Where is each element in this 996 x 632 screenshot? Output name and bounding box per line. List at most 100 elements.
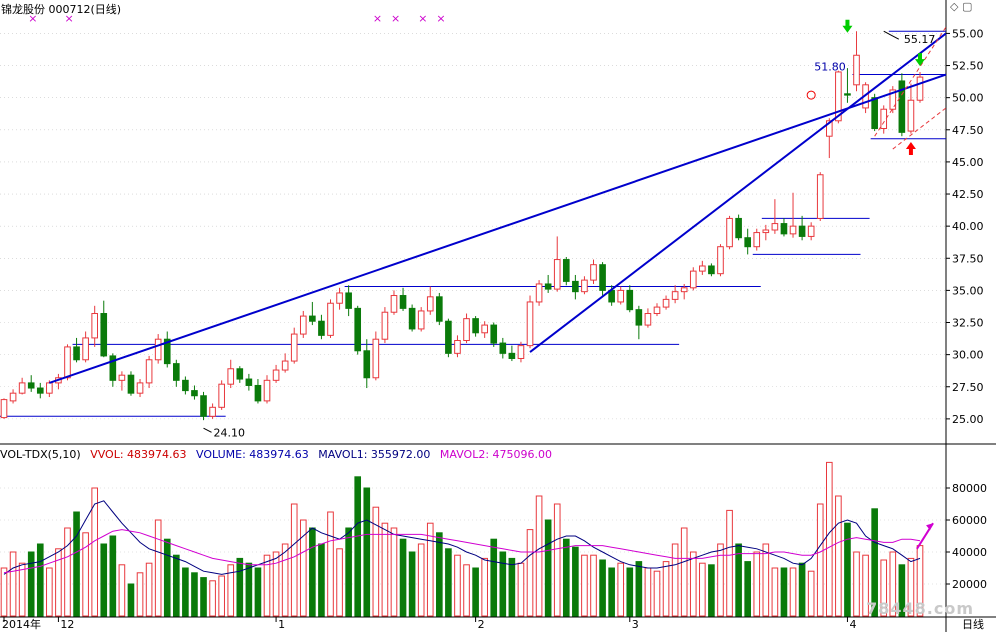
volume-bar [825,461,833,617]
candle-body [916,76,924,101]
volume-bar [644,567,652,617]
volume-bar [726,509,733,617]
price-tick-label: 52.50 [952,60,984,73]
candle-body [454,339,461,354]
candle-body [644,313,652,326]
volume-bar [173,554,180,617]
sell-signal-arrow [842,19,853,33]
volume-bar [191,572,198,617]
volume-bar [145,562,153,617]
annotation-markers: 55.17 51.80 24.10 × × × × × × [28,12,935,550]
volume-bar [127,583,135,617]
candle-body [463,318,470,341]
volume-bar [490,538,498,617]
candle-body [789,225,797,235]
candle-body [436,296,443,322]
volume-bar [345,527,352,617]
candle-body [263,379,271,402]
vol-indicator-name: VOL-TDX(5,10) [0,448,81,461]
mavol2-line [3,529,921,574]
candle-body [290,333,298,362]
candle-body [689,270,697,289]
volume-bar [744,561,751,617]
candle-body [472,318,479,334]
candle-body [535,283,543,303]
candle-body [381,311,389,340]
price-tick-label: 32.50 [952,317,984,330]
volume-bar [535,495,543,617]
candle-body [363,350,371,379]
candle-body [118,374,126,381]
date-label: 1 [278,618,285,631]
volume-bar [871,508,878,617]
price-axis-labels: 55.00 52.50 50.00 47.50 45.00 42.50 40.00 37.50… [946,27,984,426]
volume-bar [136,572,144,617]
channel-line [874,26,947,137]
volume-bar [880,559,888,617]
candle-body [445,320,452,354]
price-tick-label: 25.00 [952,413,984,426]
volume-bar [708,564,715,617]
volume-bar [55,548,62,617]
candle-body [27,382,35,389]
volume-tick-label: 20000 [952,578,987,591]
volume-bar [771,567,779,617]
candle-body [744,237,751,248]
volume-bar [798,562,806,617]
volume-bar [218,575,225,617]
candle-body [145,359,153,384]
volume-value: VOLUME: 483974.63 [196,448,309,461]
volume-bar [717,543,724,617]
volume-axis-labels: 80000 60000 40000 20000 [946,482,987,591]
event-marker: × [373,12,382,25]
volume-legend: VOL-TDX(5,10) VVOL: 483974.63 VOLUME: 48… [0,448,552,461]
date-label: 12 [60,618,74,631]
candle-body [0,399,8,419]
volume-bar [617,562,625,617]
volume-bar [544,519,552,617]
price-tick-label: 47.50 [952,124,984,137]
candle-body [889,89,897,110]
volume-bar [263,554,271,617]
candle-body [581,279,588,293]
volume-bar [608,567,615,617]
candle-body [898,80,906,133]
volume-bar [408,551,416,617]
candle-body [572,280,579,293]
candle-body [762,229,770,234]
window-icons[interactable]: ◇ ▢ [950,0,973,13]
price-tick-label: 27.50 [952,381,984,394]
candle-body [599,264,606,291]
volume-bar [508,557,516,617]
candle-body [717,246,724,275]
event-marker: × [28,12,37,25]
candle-body [46,382,53,394]
price-tick-label: 30.00 [952,349,984,362]
volume-bar [27,551,35,617]
candle-body [73,346,80,361]
volume-bar [236,557,244,617]
volume-bar [671,543,679,617]
candle-body [653,306,661,315]
candle-body [553,259,561,290]
volume-bar [9,551,17,617]
volume-bar [118,564,126,617]
candle-body [662,298,670,308]
candle-body [91,313,99,339]
mavol2-value: MAVOL2: 475096.00 [439,448,553,461]
candle-body [680,287,688,293]
volume-bar [100,543,108,617]
price-tick-label: 42.50 [952,188,984,201]
volume-tick-label: 80000 [952,482,987,495]
candle-body [163,338,171,365]
channel-line [892,107,947,150]
vvol-value: VVOL: 483974.63 [90,448,187,461]
high-pointer [883,30,900,40]
volume-bar [154,519,162,617]
volume-bar [463,564,470,617]
volume-bar [290,503,298,617]
sell-signal-arrow [915,53,925,67]
volume-bar [898,564,906,617]
